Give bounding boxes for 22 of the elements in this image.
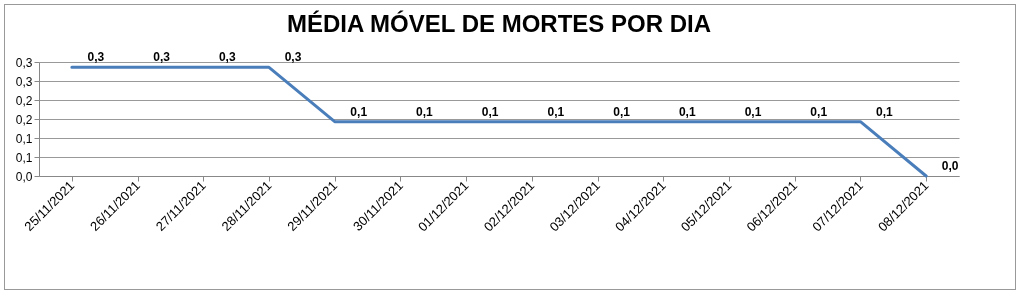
data-label: 0,1 — [613, 104, 631, 119]
data-label: 0,1 — [744, 104, 762, 119]
y-tick-label: 0,1 — [15, 131, 33, 146]
y-tick-label: 0,1 — [15, 150, 33, 165]
data-label: 0,1 — [481, 104, 499, 119]
y-tick-label: 0,0 — [15, 169, 33, 184]
y-tick-label: 0,2 — [15, 93, 33, 108]
data-label: 0,3 — [87, 50, 105, 65]
data-label: 0,1 — [416, 104, 434, 119]
y-tick-label: 0,2 — [15, 112, 33, 127]
chart-title: MÉDIA MÓVEL DE MORTES POR DIA — [286, 10, 712, 38]
y-tick-label: 0,3 — [15, 55, 33, 70]
data-label: 0,1 — [876, 104, 894, 119]
data-label: 0,1 — [810, 104, 828, 119]
data-label: 0,3 — [284, 50, 302, 65]
data-label: 0,1 — [678, 104, 696, 119]
data-label: 0,1 — [350, 104, 368, 119]
data-label: 0,0 — [941, 159, 959, 173]
data-label: 0,3 — [218, 50, 236, 65]
y-tick-label: 0,3 — [15, 74, 33, 89]
data-label: 0,3 — [153, 50, 171, 65]
data-label: 0,1 — [547, 104, 565, 119]
